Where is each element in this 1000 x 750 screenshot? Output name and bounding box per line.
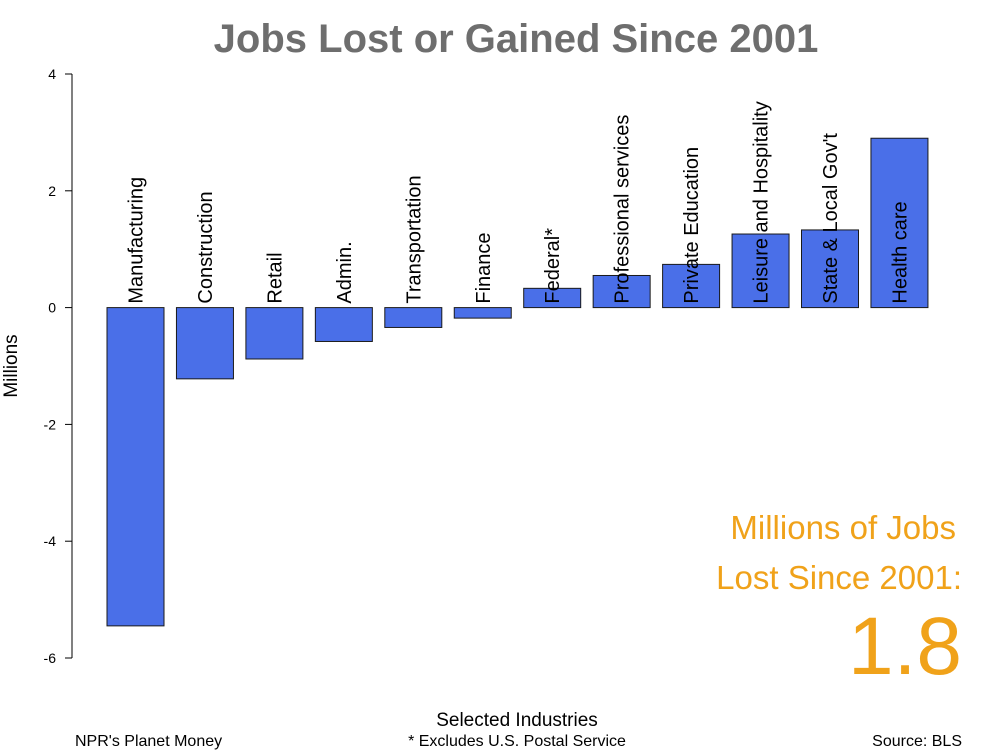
bar bbox=[245, 307, 304, 360]
y-tick-label: 0 bbox=[48, 300, 56, 316]
bar bbox=[175, 307, 234, 380]
y-tick-label: -4 bbox=[44, 533, 57, 549]
footer-note: * Excludes U.S. Postal Service bbox=[408, 733, 626, 750]
callout: Millions of Jobs Lost Since 2001: 1.8 bbox=[716, 509, 962, 692]
y-tick-label: -2 bbox=[44, 416, 57, 432]
bar bbox=[453, 307, 512, 319]
bar bbox=[731, 233, 790, 309]
bar bbox=[592, 274, 651, 309]
category-label: Transportation bbox=[403, 175, 425, 303]
y-axis-title: Millions bbox=[1, 334, 22, 397]
category-label: Retail bbox=[264, 252, 286, 303]
bar bbox=[870, 137, 929, 309]
callout-value: 1.8 bbox=[848, 601, 962, 692]
bars bbox=[106, 137, 929, 627]
category-label: Construction bbox=[195, 191, 217, 303]
category-label: Admin. bbox=[334, 241, 356, 303]
bar bbox=[662, 263, 721, 309]
y-axis: -6 -4 -2 0 2 4 bbox=[44, 66, 73, 666]
bar bbox=[106, 307, 165, 627]
category-labels: Manufacturing Construction Retail Admin. Tra… bbox=[126, 101, 912, 303]
category-label: Leisure and Hospitality bbox=[751, 101, 773, 303]
bar bbox=[523, 287, 582, 309]
category-label: Private Education bbox=[681, 147, 703, 304]
category-label: Federal* bbox=[542, 228, 564, 304]
category-label: Finance bbox=[473, 232, 495, 303]
y-tick-label: 2 bbox=[48, 183, 56, 199]
chart-title: Jobs Lost or Gained Since 2001 bbox=[214, 17, 819, 61]
footer-credit: NPR's Planet Money bbox=[75, 733, 222, 750]
bar bbox=[384, 307, 443, 328]
y-tick-label: -6 bbox=[44, 650, 57, 666]
category-label: Professional services bbox=[612, 115, 634, 304]
category-label: State & Local Gov't bbox=[820, 133, 842, 304]
callout-line-1: Millions of Jobs bbox=[730, 509, 956, 546]
x-axis-title: Selected Industries bbox=[436, 710, 598, 731]
y-tick-label: 4 bbox=[48, 66, 56, 82]
category-label: Health care bbox=[889, 201, 911, 303]
callout-line-2: Lost Since 2001: bbox=[716, 559, 962, 596]
category-label: Manufacturing bbox=[126, 177, 148, 304]
bar bbox=[314, 307, 373, 342]
bar bbox=[801, 229, 859, 309]
footer-source: Source: BLS bbox=[872, 733, 962, 750]
